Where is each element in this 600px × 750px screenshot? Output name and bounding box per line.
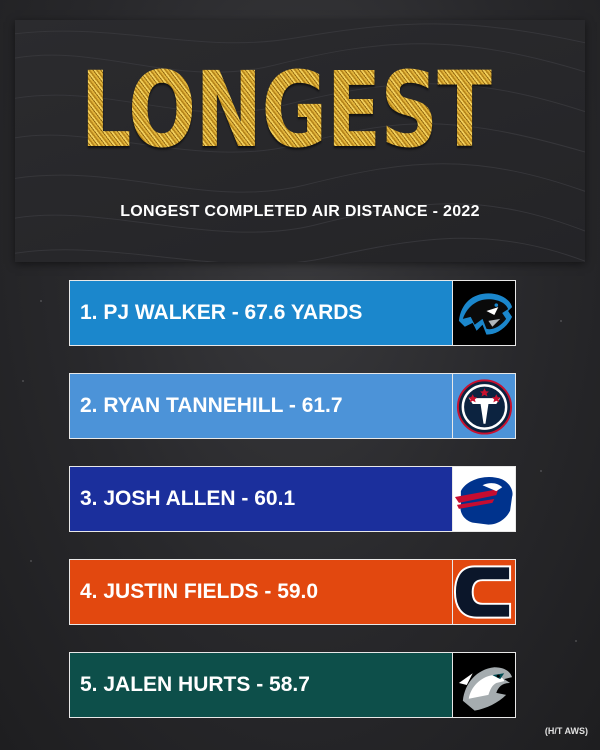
ranking-bar: 5. JALEN HURTS - 58.7 <box>70 653 452 717</box>
ranking-row-5: 5. JALEN HURTS - 58.7 <box>69 652 516 718</box>
bills-logo-icon <box>452 467 515 531</box>
background-speck <box>30 560 32 562</box>
titans-logo-icon <box>452 374 515 438</box>
ranking-label: 1. PJ WALKER - 67.6 YARDS <box>80 301 363 324</box>
page-title: LONGEST PASSES <box>80 49 585 171</box>
ranking-bar: 4. JUSTIN FIELDS - 59.0 <box>70 560 452 624</box>
background-speck <box>575 640 577 642</box>
background-speck <box>560 320 562 322</box>
eagles-logo-icon <box>452 653 515 717</box>
ranking-label: 3. JOSH ALLEN - 60.1 <box>80 487 296 510</box>
ranking-row-2: 2. RYAN TANNEHILL - 61.7 <box>69 373 516 439</box>
background-speck <box>540 470 542 472</box>
background-speck <box>40 300 42 302</box>
bears-logo-icon <box>452 560 515 624</box>
ranking-bar: 3. JOSH ALLEN - 60.1 <box>70 467 452 531</box>
ranking-row-3: 3. JOSH ALLEN - 60.1 <box>69 466 516 532</box>
background-speck <box>22 380 24 382</box>
ranking-bar: 2. RYAN TANNEHILL - 61.7 <box>70 374 452 438</box>
ranking-label: 5. JALEN HURTS - 58.7 <box>80 673 310 696</box>
header-panel: LONGEST PASSES LONGEST COMPLETED AIR DIS… <box>15 20 585 262</box>
ranking-bar: 1. PJ WALKER - 67.6 YARDS <box>70 281 452 345</box>
ranking-label: 2. RYAN TANNEHILL - 61.7 <box>80 394 343 417</box>
panthers-logo-icon <box>452 281 515 345</box>
topographic-pattern <box>15 23 585 262</box>
ranking-row-1: 1. PJ WALKER - 67.6 YARDS <box>69 280 516 346</box>
page-subtitle: LONGEST COMPLETED AIR DISTANCE - 2022 <box>120 203 480 220</box>
credit-text: (H/T AWS) <box>544 726 588 736</box>
ranking-row-4: 4. JUSTIN FIELDS - 59.0 <box>69 559 516 625</box>
ranking-label: 4. JUSTIN FIELDS - 59.0 <box>80 580 319 603</box>
